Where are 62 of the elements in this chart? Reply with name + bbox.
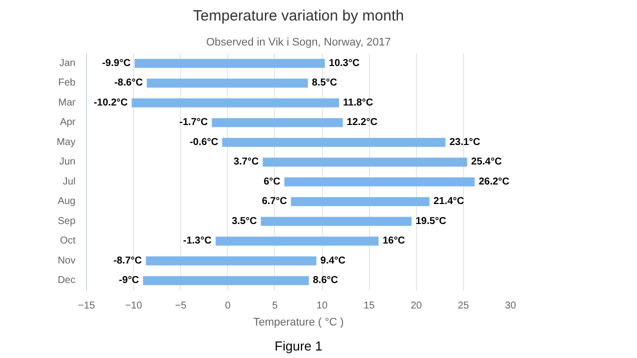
y-tick-label: Dec — [58, 275, 76, 286]
bar — [146, 78, 308, 88]
bar — [143, 276, 309, 286]
annotation: 3.7°C — [234, 156, 259, 168]
annotation: 16°C — [382, 236, 405, 247]
annotation: -1.3°C — [183, 236, 212, 247]
annotation: -8.6°C — [114, 78, 143, 89]
annotation: -10.2°C — [94, 97, 128, 108]
bar — [290, 197, 430, 206]
y-tick-label: Feb — [58, 78, 76, 89]
annotation: 23.1°C — [449, 136, 480, 148]
bar — [260, 216, 412, 226]
x-tick-label: −10 — [125, 300, 143, 312]
x-tick-label: 5 — [272, 300, 278, 312]
annotation: -9.9°C — [102, 58, 131, 69]
annotation: 26.2°C — [478, 176, 510, 188]
annotation: 6°C — [264, 176, 280, 188]
x-tick-label: 0 — [225, 300, 232, 312]
x-tick-label: 25 — [458, 300, 470, 312]
y-tick-label: Jan — [59, 58, 76, 69]
annotation: 10.3°C — [328, 58, 360, 69]
annotation: 21.4°C — [433, 196, 464, 208]
y-tick-label: Jul — [62, 176, 76, 188]
annotation: -9°C — [118, 275, 140, 286]
annotation: -0.6°C — [190, 136, 218, 148]
bar — [212, 118, 343, 128]
y-tick-label: Aug — [58, 196, 76, 208]
bar — [134, 58, 325, 68]
annotation: -8.7°C — [113, 255, 142, 266]
annotation: 9.4°C — [320, 255, 346, 266]
y-tick-label: Jun — [59, 156, 76, 168]
chart-title: Temperature variation by month — [193, 8, 404, 24]
y-tick-label: Apr — [60, 117, 76, 128]
bar — [262, 158, 468, 167]
x-axis-title: Temperature ( °C ) — [253, 316, 344, 328]
y-tick-label: May — [56, 136, 76, 148]
annotation: 11.8°C — [343, 97, 374, 108]
bar — [132, 98, 340, 108]
y-tick-label: Sep — [58, 216, 76, 227]
annotation: -1.7°C — [179, 117, 208, 128]
bar — [284, 177, 475, 186]
y-tick-label: Mar — [58, 97, 76, 108]
annotation: 8.6°C — [312, 275, 338, 286]
x-tick-label: 20 — [410, 300, 422, 312]
bar — [216, 236, 379, 246]
x-tick-label: 30 — [504, 300, 516, 312]
y-tick-label: Oct — [60, 236, 76, 247]
annotation: 25.4°C — [471, 156, 502, 168]
x-tick-label: 10 — [316, 300, 328, 312]
bar — [146, 256, 316, 266]
annotation: 6.7°C — [262, 196, 287, 208]
chart-subtitle: Observed in Vik i Sogn, Norway, 2017 — [206, 36, 391, 48]
bar — [222, 138, 446, 147]
annotation: 8.5°C — [312, 78, 338, 89]
y-tick-label: Nov — [58, 255, 76, 266]
x-tick-label: 15 — [364, 300, 376, 312]
annotation: 19.5°C — [416, 216, 446, 227]
annotation: 12.2°C — [346, 117, 378, 128]
annotation: 3.5°C — [232, 216, 257, 227]
x-tick-label: −5 — [175, 300, 187, 312]
caption: Figure 1 — [274, 338, 322, 354]
x-tick-label: −15 — [78, 300, 96, 312]
